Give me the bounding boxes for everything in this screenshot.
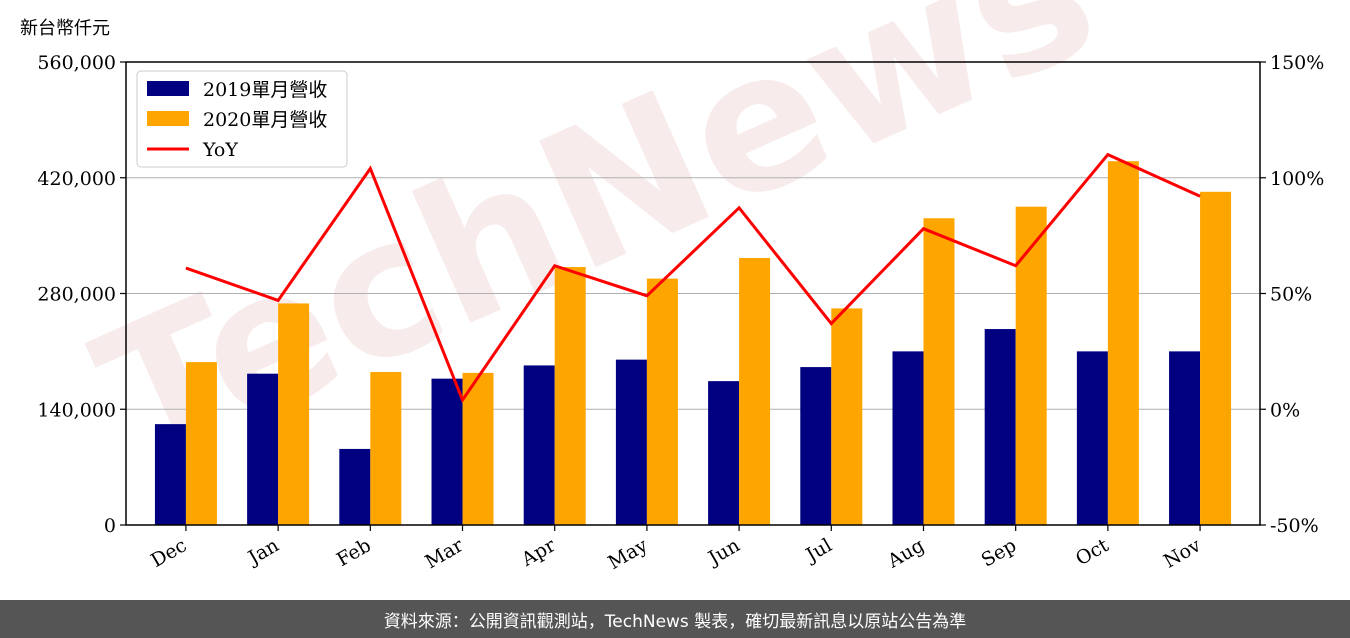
x-tick-label: May [604, 534, 651, 574]
bar-2020-jun [739, 257, 771, 525]
chart-area: TechNews 0 140,000 280,000 420,000 560,000 -50… [37, 0, 1324, 574]
bar-2019-dec [154, 424, 186, 525]
bar-2020-may [646, 278, 678, 525]
x-tick-label: Jan [243, 534, 283, 570]
x-tick-label: Mar [421, 534, 467, 573]
bar-2019-aug [892, 351, 924, 525]
bar-2019-mar [431, 378, 463, 525]
bar-2019-may [615, 359, 647, 525]
legend-swatch-2020 [147, 111, 189, 126]
y-left-tick-label: 280,000 [37, 284, 116, 306]
bar-2019-nov [1169, 351, 1201, 525]
bar-2019-jun [708, 381, 740, 525]
y-right-tick-label: 150% [1270, 52, 1324, 74]
x-tick-label: Jun [703, 534, 744, 570]
bar-2020-dec [185, 362, 217, 525]
x-tick-label: Nov [1160, 534, 1205, 573]
bar-2019-jan [247, 373, 279, 525]
bar-2020-sep [1015, 206, 1047, 525]
legend-label-2019: 2019單月營收 [203, 79, 327, 101]
y-right-tick-label: -50% [1270, 515, 1319, 537]
bar-2020-jan [278, 303, 310, 525]
y-right-tick-label: 50% [1270, 284, 1312, 306]
y-left-tick-label: 0 [104, 515, 116, 537]
bar-2020-nov [1200, 191, 1232, 525]
source-footer: 資料來源：公開資訊觀測站，TechNews 製表，確切最新訊息以原站公告為準 [0, 600, 1350, 638]
unit-label: 新台幣仟元 [20, 18, 110, 39]
bar-2019-apr [523, 365, 555, 525]
y-left-tick-label: 560,000 [37, 52, 116, 74]
x-tick-label: Sep [978, 534, 1021, 571]
bar-2020-apr [554, 267, 586, 525]
footer-text: 資料來源：公開資訊觀測站，TechNews 製表，確切最新訊息以原站公告為準 [383, 611, 967, 632]
y-right-tick-label: 0% [1270, 399, 1300, 421]
legend-label-2020: 2020單月營收 [203, 109, 327, 131]
bar-2020-mar [462, 372, 494, 525]
legend-box [136, 70, 348, 168]
x-tick-label: Apr [517, 534, 560, 571]
bar-2020-feb [370, 372, 402, 525]
bar-2020-jul [831, 308, 863, 525]
x-tick-label: Oct [1072, 534, 1113, 570]
x-tick-label: Aug [883, 534, 928, 573]
bar-2019-sep [984, 329, 1016, 525]
bar-2019-jul [800, 367, 832, 525]
yoy-line [185, 152, 1201, 404]
bar-2019-oct [1076, 351, 1108, 525]
x-tick-label: Jul [801, 534, 836, 567]
bar-2019-feb [339, 448, 371, 525]
y-right-tick-label: 100% [1270, 168, 1324, 190]
x-tick-label: Feb [333, 534, 375, 571]
legend-label-yoy: YoY [202, 139, 238, 161]
bar-2020-aug [923, 218, 955, 525]
y-left-tick-label: 420,000 [37, 168, 116, 190]
y-left-tick-label: 140,000 [37, 399, 116, 421]
bar-2020-oct [1107, 161, 1139, 525]
x-tick-label: Dec [147, 534, 190, 572]
revenue-chart: TechNews0140,000280,000420,000560,000-50… [37, 0, 1324, 574]
legend-swatch-2019 [147, 81, 189, 96]
